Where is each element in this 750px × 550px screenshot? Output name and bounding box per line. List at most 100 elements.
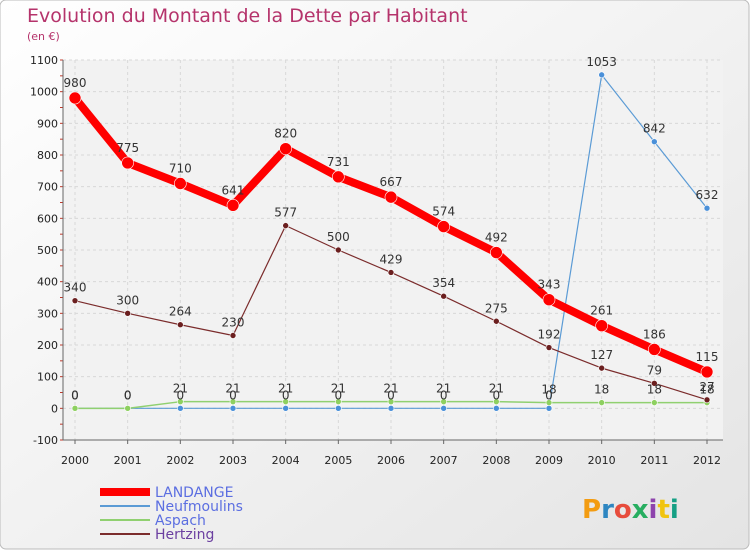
proxiti-logo-letter: x (632, 495, 649, 525)
data-label-landange: 186 (643, 327, 666, 341)
data-label-hertzing: 354 (432, 276, 455, 290)
data-point-hertzing (229, 332, 237, 339)
data-label-neufmoulins: 842 (643, 122, 666, 136)
data-point-hertzing (598, 364, 605, 372)
data-label-landange: 115 (696, 350, 719, 364)
y-tick-label: 800 (37, 149, 58, 162)
x-tick-label: 2000 (61, 454, 89, 467)
data-point-landange (68, 91, 82, 105)
data-point-aspach (124, 405, 131, 412)
data-label-aspach: 18 (647, 383, 662, 397)
x-tick-label: 2005 (324, 454, 352, 467)
data-label-hertzing: 275 (485, 301, 508, 315)
data-point-aspach (440, 398, 447, 405)
data-label-neufmoulins: 0 (229, 388, 237, 402)
data-label-hertzing: 340 (64, 281, 87, 295)
y-tick-label: 500 (37, 244, 58, 257)
data-point-neufmoulins (229, 405, 237, 412)
x-tick-label: 2011 (640, 454, 668, 467)
data-point-landange (279, 142, 292, 155)
data-point-landange (437, 220, 450, 233)
data-label-landange: 574 (432, 205, 455, 219)
data-label-neufmoulins: 0 (545, 388, 553, 402)
data-point-neufmoulins (282, 405, 289, 412)
data-point-landange (384, 190, 398, 204)
data-point-landange (700, 365, 714, 379)
data-point-hertzing (282, 222, 289, 229)
data-point-hertzing (545, 344, 553, 351)
x-tick-label: 2004 (272, 454, 300, 467)
proxiti-logo-letter: r (601, 495, 614, 525)
data-label-neufmoulins: 1053 (586, 55, 617, 69)
data-label-neufmoulins: 0 (493, 388, 501, 402)
data-point-neufmoulins (335, 405, 342, 412)
data-point-aspach (545, 399, 553, 406)
data-label-hertzing: 127 (590, 348, 613, 362)
data-point-landange (174, 177, 187, 190)
data-label-hertzing: 230 (222, 316, 245, 330)
y-tick-label: 200 (37, 339, 58, 352)
legend-label-neufmoulins: Neufmoulins (155, 499, 243, 515)
data-label-hertzing: 264 (169, 305, 192, 319)
x-tick-label: 2007 (430, 454, 458, 467)
data-point-landange (332, 170, 345, 184)
data-point-neufmoulins (703, 204, 711, 212)
y-tick-label: 700 (37, 181, 58, 194)
data-point-landange (595, 319, 608, 332)
data-label-landange: 261 (590, 304, 613, 318)
data-point-neufmoulins (440, 405, 447, 412)
x-tick-label: 2010 (588, 454, 616, 467)
data-label-landange: 775 (116, 141, 139, 155)
y-tick-label: 300 (37, 307, 58, 320)
data-point-aspach (229, 398, 237, 405)
data-point-landange (490, 246, 503, 259)
data-label-hertzing: 79 (647, 363, 662, 377)
data-label-neufmoulins: 0 (335, 388, 343, 402)
x-tick-label: 2009 (535, 454, 563, 467)
data-label-neufmoulins: 0 (282, 388, 290, 402)
data-label-hertzing: 429 (380, 252, 403, 266)
proxiti-logo-letter: o (614, 495, 632, 525)
data-label-landange: 980 (64, 76, 87, 90)
y-tick-label: 400 (37, 276, 58, 289)
data-label-neufmoulins: 632 (696, 188, 719, 202)
x-tick-label: 2003 (219, 454, 247, 467)
legend-label-landange: LANDANGE (155, 485, 233, 501)
data-point-landange (648, 343, 661, 356)
data-label-landange: 667 (380, 175, 403, 189)
x-tick-label: 2006 (377, 454, 405, 467)
data-point-hertzing (493, 317, 500, 325)
data-point-hertzing (71, 297, 79, 304)
proxiti-logo-letter: i (670, 495, 679, 525)
legend-label-hertzing: Hertzing (155, 527, 214, 543)
data-point-aspach (598, 399, 605, 406)
y-tick-label: 1100 (30, 54, 58, 67)
data-label-aspach: 18 (541, 383, 556, 397)
data-point-hertzing (177, 321, 184, 329)
data-point-landange (542, 293, 556, 307)
data-point-hertzing (440, 292, 447, 300)
data-label-neufmoulins: 0 (440, 388, 448, 402)
chart-title: Evolution du Montant de la Dette par Hab… (27, 5, 468, 27)
data-point-aspach (282, 398, 289, 405)
y-tick-label: 600 (37, 212, 58, 225)
data-label-hertzing: 500 (327, 230, 350, 244)
data-label-aspach: 21 (225, 382, 240, 396)
data-label-hertzing: 27 (699, 380, 714, 394)
proxiti-logo-letter: t (657, 495, 669, 525)
legend-label-aspach: Aspach (155, 513, 206, 529)
data-label-neufmoulins: 0 (387, 388, 395, 402)
y-tick-label: 0 (51, 402, 58, 415)
x-tick-label: 2008 (482, 454, 510, 467)
y-tick-label: -100 (33, 434, 58, 447)
y-tick-label: 1000 (30, 86, 58, 99)
data-label-hertzing: 192 (538, 328, 561, 342)
data-label-landange: 820 (274, 127, 297, 141)
axis-layer: -100010020030040050060070080090010001100… (30, 54, 723, 467)
data-point-aspach (71, 405, 79, 412)
data-label-landange: 710 (169, 162, 192, 176)
